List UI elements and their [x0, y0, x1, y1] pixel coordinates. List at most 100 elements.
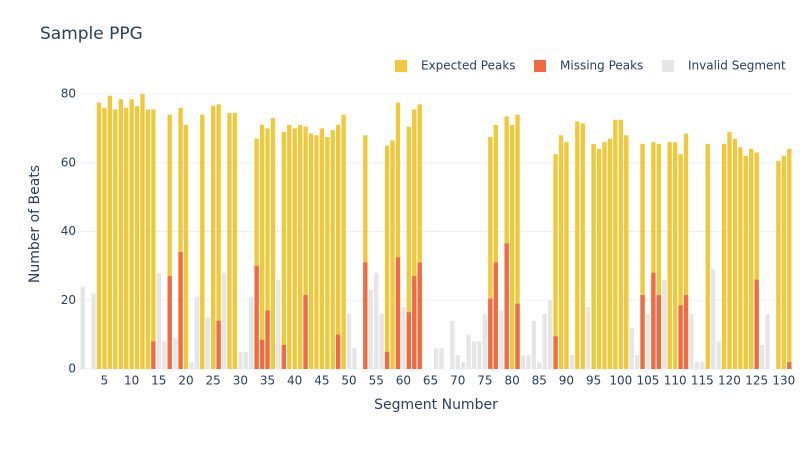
y-tick-label: 60: [61, 155, 76, 169]
bar: [259, 124, 265, 369]
bar: [531, 320, 537, 369]
bar: [167, 114, 172, 369]
bar: [412, 276, 417, 369]
bar: [656, 143, 662, 369]
bar: [776, 161, 781, 369]
bar: [602, 142, 607, 369]
bar: [330, 130, 335, 369]
bar: [455, 355, 460, 369]
bar: [694, 362, 700, 369]
bar: [189, 362, 194, 369]
bar: [259, 339, 265, 369]
bar: [667, 142, 672, 369]
bar: [297, 124, 303, 369]
bar: [482, 314, 488, 369]
bar: [335, 334, 341, 369]
bar: [624, 135, 629, 369]
bar: [580, 123, 585, 369]
bar: [754, 152, 759, 369]
bar: [265, 310, 270, 369]
legend-label: Missing Peaks: [560, 59, 643, 73]
x-tick-label: 85: [532, 374, 547, 388]
bar: [352, 348, 357, 369]
y-tick-label: 80: [61, 87, 76, 101]
bar: [374, 272, 379, 369]
y-axis-title: Number of Beats: [27, 165, 43, 283]
bar: [227, 112, 232, 369]
x-axis-title: Segment Number: [374, 397, 498, 413]
bar: [749, 149, 754, 369]
x-tick-label: 10: [124, 374, 139, 388]
legend-label: Expected Peaks: [421, 59, 516, 73]
bar: [303, 126, 308, 369]
bar: [401, 307, 406, 369]
bar: [705, 143, 710, 369]
x-tick-label: 15: [151, 374, 166, 388]
bar: [466, 334, 471, 369]
x-tick-label: 110: [664, 374, 687, 388]
x-tick-label: 120: [718, 374, 741, 388]
bar: [384, 145, 390, 369]
y-tick-label: 20: [61, 293, 76, 307]
bar: [754, 279, 759, 369]
x-tick-label: 55: [369, 374, 384, 388]
bar: [553, 154, 558, 369]
bar: [341, 114, 346, 369]
bar: [162, 341, 167, 369]
bar: [656, 295, 662, 369]
legend-swatch: [395, 60, 407, 72]
bar: [270, 118, 276, 370]
bar: [80, 286, 85, 369]
bar: [488, 136, 493, 369]
bar: [216, 104, 221, 370]
bar: [591, 143, 596, 369]
x-tick-label: 130: [772, 374, 795, 388]
bar: [346, 314, 352, 369]
bar: [363, 262, 368, 369]
bar: [504, 116, 509, 370]
legend-label: Invalid Segment: [688, 59, 786, 73]
bar: [520, 355, 526, 369]
bar: [243, 351, 248, 369]
bar: [683, 295, 689, 369]
bar: [216, 320, 221, 369]
bar: [363, 135, 368, 369]
x-tick-label: 25: [206, 374, 221, 388]
bar: [651, 272, 656, 369]
x-tick-label: 90: [559, 374, 574, 388]
bar: [254, 138, 259, 369]
x-tick-label: 80: [504, 374, 519, 388]
bar: [210, 106, 216, 370]
y-tick-label: 40: [61, 224, 76, 238]
bar: [124, 107, 129, 369]
legend-swatch: [662, 60, 674, 72]
bar: [711, 269, 716, 369]
bar: [113, 109, 118, 369]
bar: [499, 310, 504, 369]
bar: [672, 142, 678, 369]
bar: [287, 124, 292, 369]
x-tick-label: 35: [260, 374, 275, 388]
bar: [368, 289, 373, 369]
bar: [167, 276, 172, 369]
bar: [450, 320, 455, 369]
x-tick-label: 50: [341, 374, 356, 388]
bar: [596, 149, 602, 369]
bar: [417, 262, 422, 369]
bar: [618, 119, 623, 369]
bar: [493, 124, 498, 369]
bar: [629, 327, 634, 369]
bar: [439, 348, 444, 369]
bar: [542, 314, 547, 369]
bar: [678, 154, 683, 369]
bar: [515, 114, 520, 369]
bar: [384, 351, 390, 369]
bar: [134, 106, 140, 370]
bar: [537, 362, 542, 369]
bar: [232, 112, 238, 369]
x-tick-label: 40: [287, 374, 302, 388]
bar: [276, 279, 281, 369]
bar: [281, 131, 286, 369]
bar: [759, 344, 765, 369]
